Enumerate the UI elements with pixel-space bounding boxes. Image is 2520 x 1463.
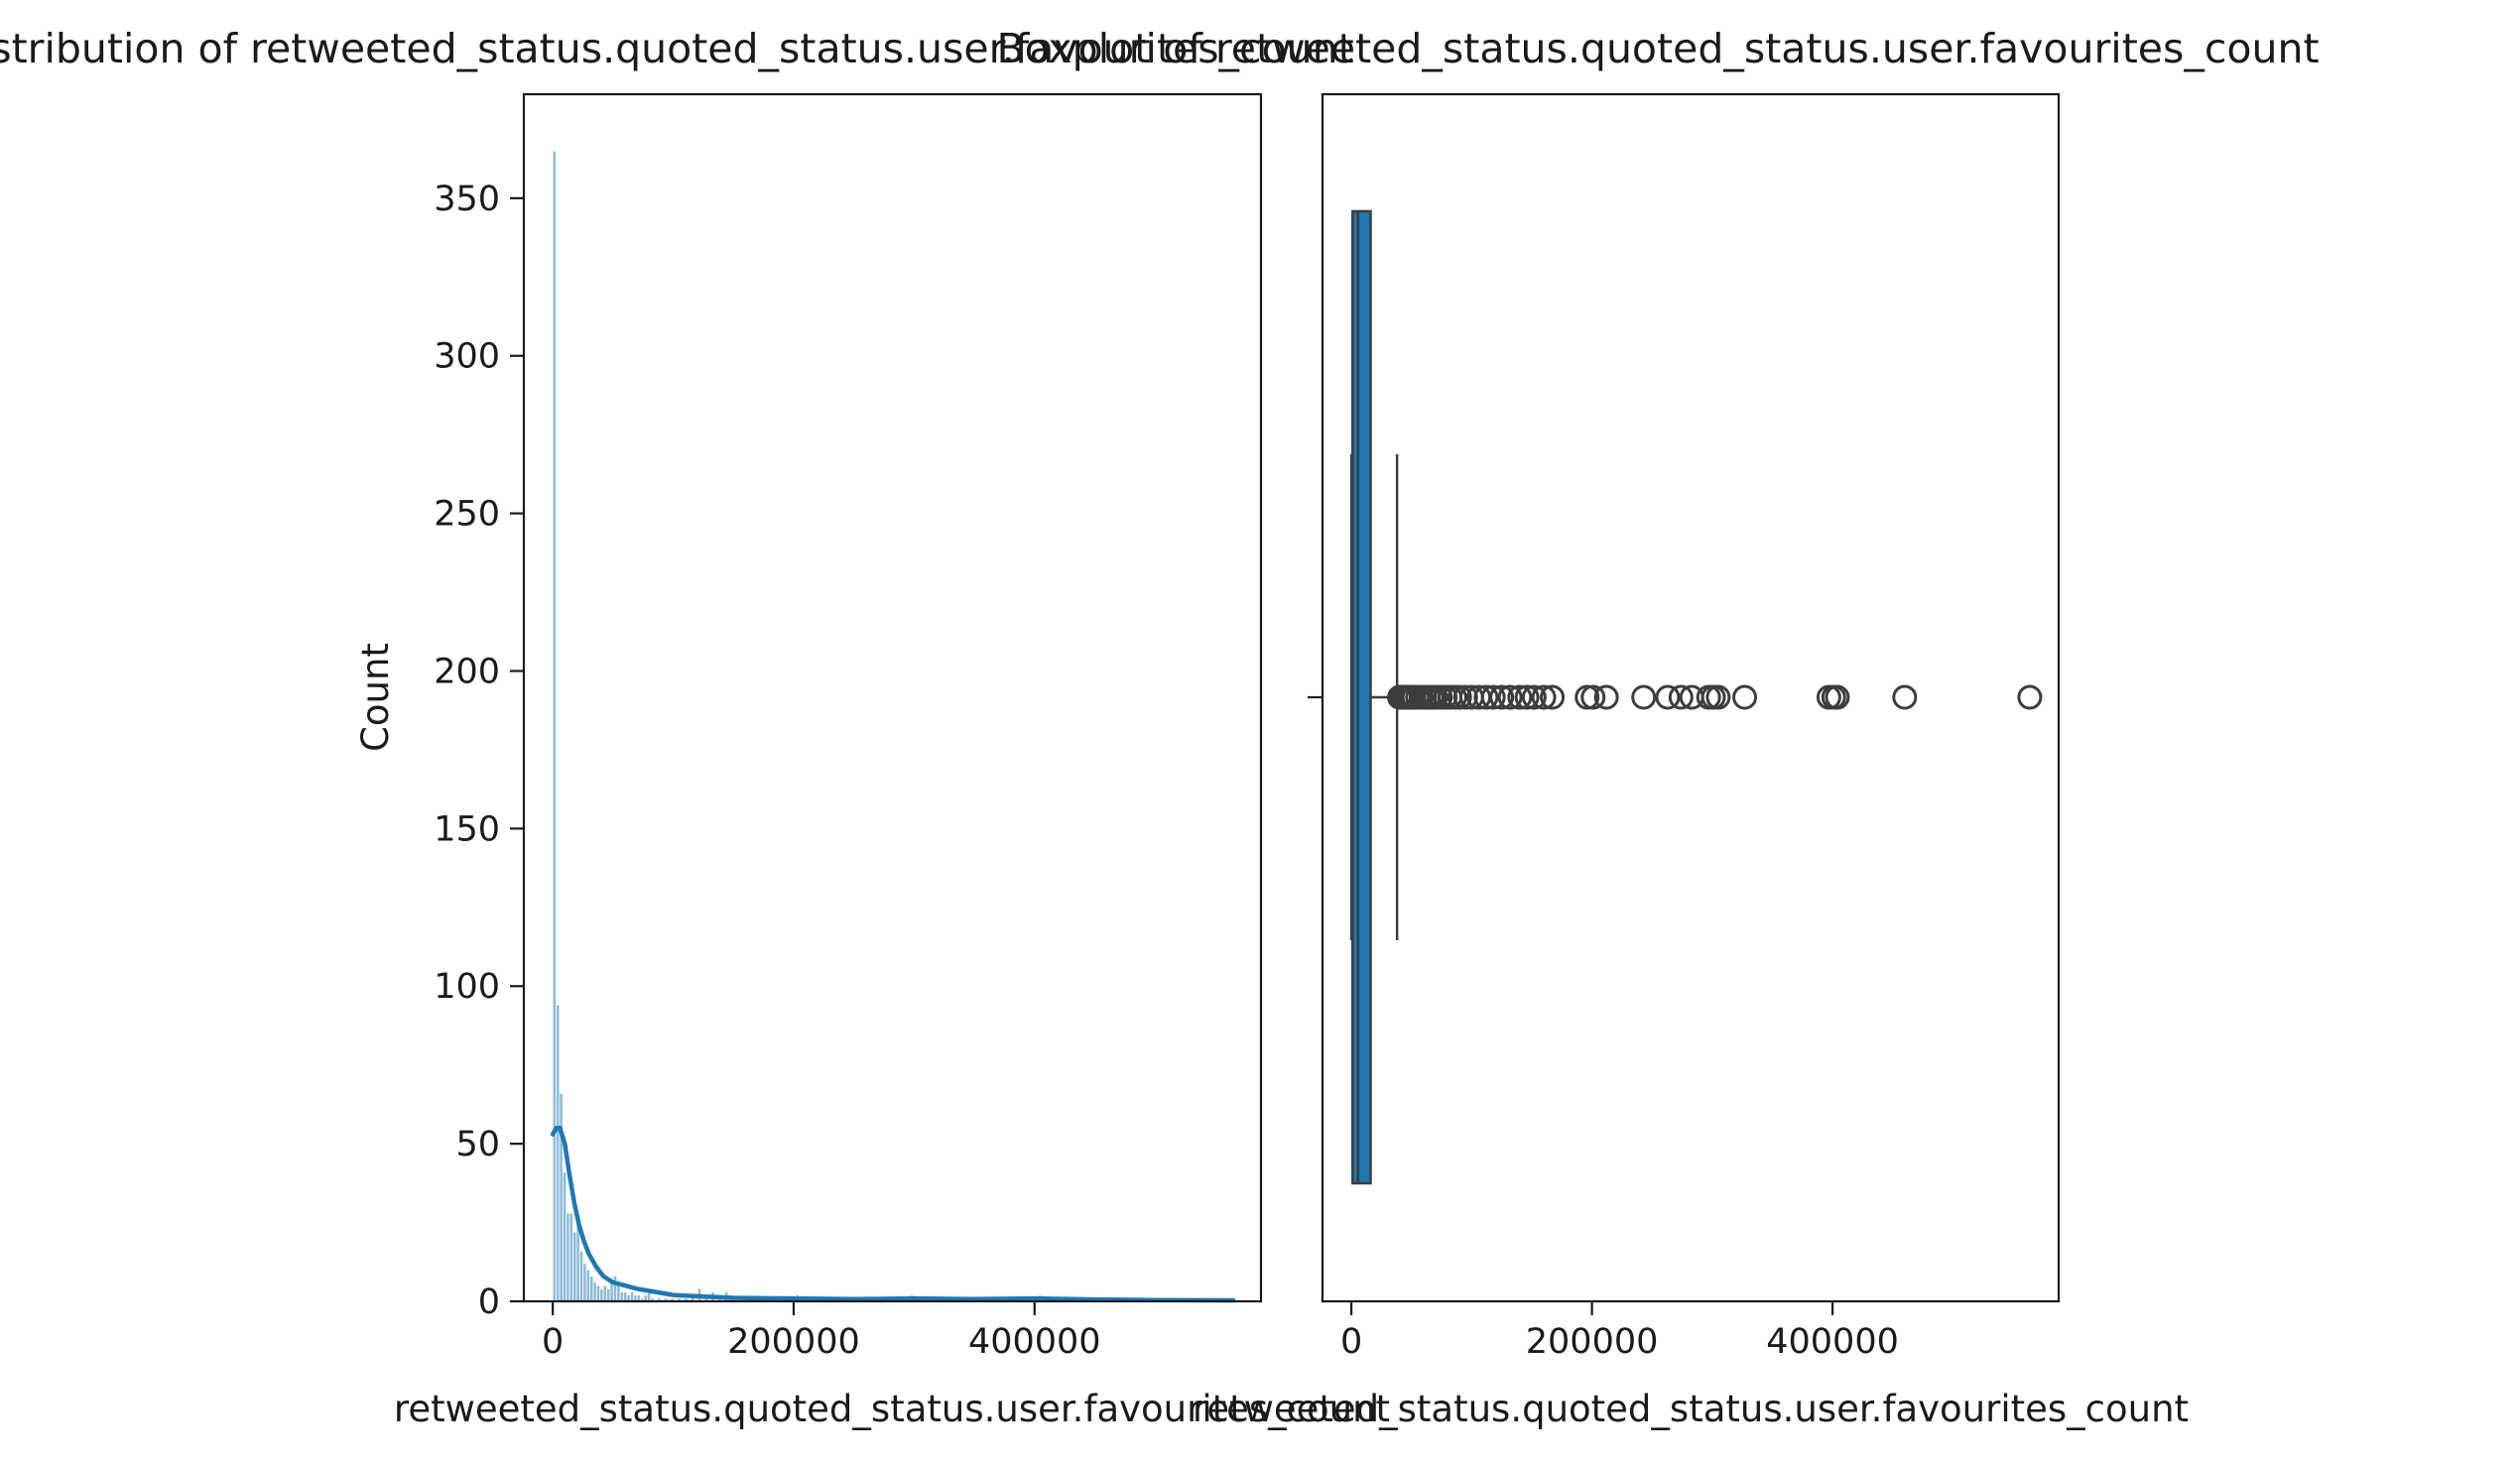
histogram-y-tick-label: 150 [434,809,500,849]
histogram-bar [595,1284,601,1302]
histogram-bar [589,1276,594,1302]
boxplot-outlier [1580,684,1606,710]
histogram-bar [606,1287,611,1302]
histogram-x-axis-label: retweeted_status.quoted_status.user.favo… [394,1388,1390,1430]
histogram-panel: Distribution of retweeted_status.quoted_… [0,25,1390,1430]
histogram-y-tick-label: 50 [455,1125,500,1164]
histogram-y-ticks: 0 50 100 150 200 250 300 350 [434,180,524,1322]
histogram-bar [592,1281,597,1302]
boxplot-outlier [1514,684,1540,710]
histogram-y-tick-label: 350 [434,180,500,219]
histogram-bar [612,1276,618,1302]
histogram-bar [556,1004,561,1302]
boxplot-outlier [1655,684,1681,710]
boxplot-outlier [1825,684,1850,710]
boxplot-outlier [1575,684,1600,710]
boxplot-outlier [1540,684,1566,710]
boxplot-outlier [1701,684,1726,710]
boxplot-outlier [1668,684,1694,710]
boxplot-shapes [1349,209,1399,1185]
histogram-x-tick-label: 400000 [968,1322,1101,1362]
boxplot-box [1351,209,1372,1185]
histogram-bar [572,1231,577,1302]
histogram-bars [552,150,1236,1302]
boxplot-outlier [1531,684,1557,710]
histogram-x-tick-label: 200000 [727,1322,860,1362]
histogram-bar [585,1269,590,1302]
histogram-bar [619,1291,624,1302]
boxplot-outlier [2017,684,2043,710]
histogram-kde-line [550,1125,1236,1303]
boxplot-x-tick-label: 400000 [1766,1322,1899,1362]
boxplot-outlier [1473,684,1499,710]
histogram-bar [568,1212,573,1302]
histogram-x-ticks: 0 200000 400000 [542,1301,1101,1362]
boxplot-x-axis-label: retweeted_status.quoted_status.user.favo… [1193,1388,2189,1430]
boxplot-title: Boxplot of retweeted_status.quoted_statu… [996,25,2319,72]
boxplot-panel: Boxplot of retweeted_status.quoted_statu… [996,25,2319,1430]
boxplot-outlier [1732,684,1758,710]
boxplot-x-tick-label: 0 [1340,1322,1362,1362]
histogram-x-tick-label: 0 [542,1322,564,1362]
histogram-bar [602,1284,607,1302]
histogram-y-tick-label: 100 [434,967,500,1007]
histogram-y-tick-label: 200 [434,652,500,691]
boxplot-outlier [1705,684,1731,710]
boxplot-outlier [1497,684,1523,710]
histogram-bar [609,1281,614,1302]
histogram-bar [599,1287,604,1302]
histogram-y-tick-label: 250 [434,495,500,535]
histogram-y-tick-label: 300 [434,337,500,377]
boxplot-outlier [1631,684,1657,710]
histogram-bar [616,1284,621,1302]
histogram-bar [559,1092,564,1302]
histogram-y-axis-label: Count [354,643,397,752]
histogram-title: Distribution of retweeted_status.quoted_… [0,25,1354,72]
histogram-axes-frame [522,92,1263,1303]
histogram-bar [623,1291,628,1302]
histogram-bar [562,1171,567,1302]
histogram-bar [582,1263,587,1302]
histogram-bar [575,1222,580,1302]
boxplot-x-tick-label: 200000 [1526,1322,1659,1362]
boxplot-outlier [1521,684,1547,710]
boxplot-outlier [1593,684,1619,710]
histogram-bar [629,1291,635,1302]
histogram-y-tick-label: 0 [478,1282,500,1322]
boxplot-outlier [1480,684,1506,710]
boxplot-outlier [1489,684,1515,710]
boxplot-outlier [1447,684,1472,710]
boxplot-outliers [1387,684,2043,710]
histogram-bar [578,1250,584,1302]
boxplot-x-ticks: 0 200000 400000 [1340,1301,1899,1362]
boxplot-outlier [1892,684,1918,710]
boxplot-outlier [1507,684,1533,710]
histogram-bar [566,1212,570,1302]
